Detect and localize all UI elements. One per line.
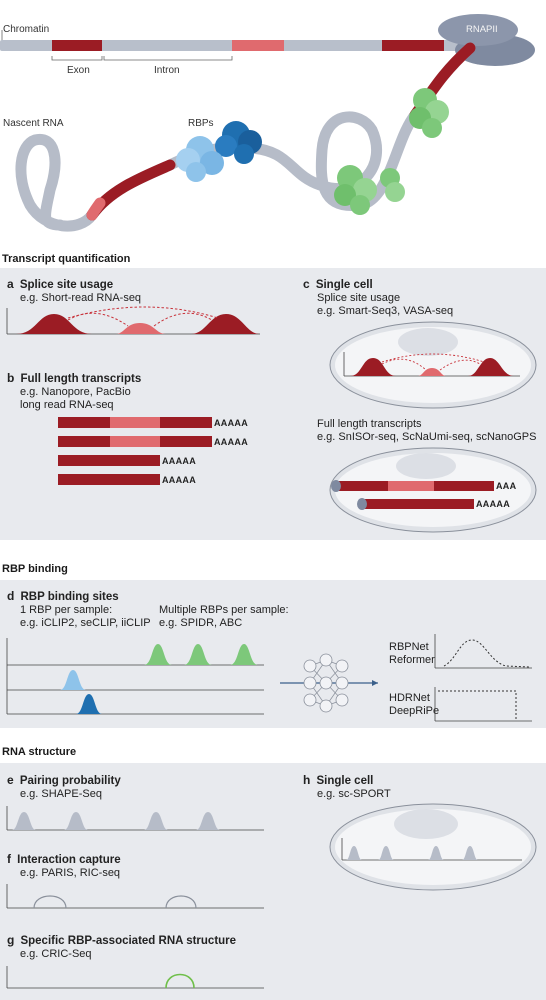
model-label: DeepRiPe (389, 705, 440, 717)
intron-label: Intron (154, 65, 180, 76)
rbp-dark-blue (215, 121, 262, 164)
chromatin-label: Chromatin (3, 24, 50, 35)
long-read-transcripts (58, 417, 212, 485)
panel-d-letter: d (7, 589, 15, 603)
panel-e-title: Pairing probability (19, 775, 121, 787)
panel-a-heading: a Splice site usage (7, 278, 113, 292)
panel-e-letter: e (7, 773, 14, 787)
chromatin-illustration (0, 14, 535, 232)
panel-c-heading: c Single cell (303, 278, 373, 292)
single-cell-structure (329, 803, 537, 891)
panel-c-letter: c (303, 277, 310, 291)
exon-block (52, 40, 102, 51)
panel-f-subtitle: e.g. PARIS, RIC-seq (20, 867, 121, 879)
exon-block (382, 40, 444, 51)
panel-c-subtitle-3: Full length transcripts (317, 418, 422, 430)
panel-c-subtitle-4: e.g. SnISOr-seq, ScNaUmi-seq, scNanoGPS (317, 431, 537, 443)
nucleus (398, 328, 458, 356)
polya-tail: AAAAA (214, 418, 248, 428)
panel-d-multi-1: Multiple RBPs per sample: (159, 604, 289, 616)
panel-c-subtitle-1: Splice site usage (317, 292, 401, 304)
panel-f-letter: f (7, 852, 11, 866)
binding-peak-green (184, 644, 212, 665)
model-label: RBPNet (389, 641, 429, 653)
model-output-profile (434, 634, 532, 669)
panel-h-subtitle: e.g. sc-SPORT (317, 788, 391, 800)
panel-b-letter: b (7, 371, 15, 385)
interaction-capture-track (6, 884, 264, 909)
exon-block-light (232, 40, 284, 51)
junction-arc (67, 312, 129, 327)
polya-tail: AAA (496, 481, 517, 491)
panel-f-title: Interaction capture (17, 854, 121, 866)
rbp-light-blue (176, 136, 224, 182)
binding-peak-green (230, 644, 258, 665)
panel-a-letter: a (7, 277, 14, 291)
panel-h-heading: h Single cell (303, 774, 373, 788)
neural-network-icon (280, 653, 378, 713)
exon-peak-light (116, 323, 166, 334)
section-transcript-quantification: Transcript quantification (2, 253, 131, 265)
panel-a-title: Splice site usage (19, 279, 114, 291)
rnapii-label: RNAPII (466, 24, 498, 35)
panel-g-letter: g (7, 933, 15, 947)
panel-c-title: Single cell (315, 279, 373, 291)
nucleus (396, 453, 456, 479)
panel-g-heading: g Specific RBP-associated RNA structure (7, 934, 236, 948)
transcript-read (58, 474, 160, 485)
model-label: HDRNet (389, 692, 430, 704)
exon-label: Exon (67, 65, 90, 76)
panel-e-heading: e Pairing probability (7, 774, 121, 788)
binding-peak-light-blue (60, 670, 86, 690)
nascent-rna-label: Nascent RNA (3, 118, 64, 129)
panel-h-title: Single cell (316, 775, 374, 787)
section-rbp-binding: RBP binding (2, 563, 68, 575)
panel-g-subtitle: e.g. CRIC-Seq (20, 948, 92, 960)
exon-peak (191, 314, 260, 334)
polya-tail: AAAAA (476, 499, 510, 509)
model-output-binary (434, 687, 532, 722)
junction-arc (153, 312, 213, 327)
binding-peak-green (144, 644, 172, 665)
panel-c-subtitle-2: e.g. Smart-Seq3, VASA-seq (317, 305, 454, 317)
panel-d-heading: d RBP binding sites (7, 590, 119, 604)
panel-a-subtitle: e.g. Short-read RNA-seq (20, 292, 142, 304)
panel-d-single-2: e.g. iCLIP2, seCLIP, iiCLIP (20, 617, 151, 629)
panel-b-title: Full length transcripts (20, 373, 142, 385)
single-cell-full-length (329, 447, 537, 533)
panel-g-title: Specific RBP-associated RNA structure (20, 935, 237, 947)
nucleus (394, 809, 458, 839)
polya-tail: AAAAA (162, 456, 196, 466)
single-cell-splice (329, 321, 537, 409)
panel-f-heading: f Interaction capture (7, 853, 121, 867)
panel-e-subtitle: e.g. SHAPE-Seq (20, 788, 102, 800)
exon-peak (16, 314, 92, 334)
model-label: Reformer (389, 654, 435, 666)
rbp-green (334, 88, 449, 215)
panel-h-letter: h (303, 773, 311, 787)
transcript-read (362, 499, 474, 509)
panel-b-heading: b Full length transcripts (7, 372, 141, 386)
transcript-read (58, 455, 160, 466)
section-rna-structure: RNA structure (2, 746, 77, 758)
panel-d-single-1: 1 RBP per sample: (20, 604, 113, 616)
panel-d-multi-2: e.g. SPIDR, ABC (159, 617, 243, 629)
splice-site-plot (6, 306, 260, 335)
polya-tail: AAAAA (214, 437, 248, 447)
pairing-probability-track (6, 806, 264, 831)
polya-tail: AAAAA (162, 475, 196, 485)
panel-b-subtitle-2: long read RNA-seq (20, 399, 114, 411)
binding-peak-dark-blue (76, 694, 102, 714)
panel-d-title: RBP binding sites (20, 591, 119, 603)
rbps-label: RBPs (188, 118, 214, 129)
panel-b-subtitle-1: e.g. Nanopore, PacBio (20, 386, 131, 398)
junction-arc (67, 306, 219, 319)
rbp-binding-tracks (6, 638, 264, 715)
rbp-structure-track (6, 966, 264, 989)
